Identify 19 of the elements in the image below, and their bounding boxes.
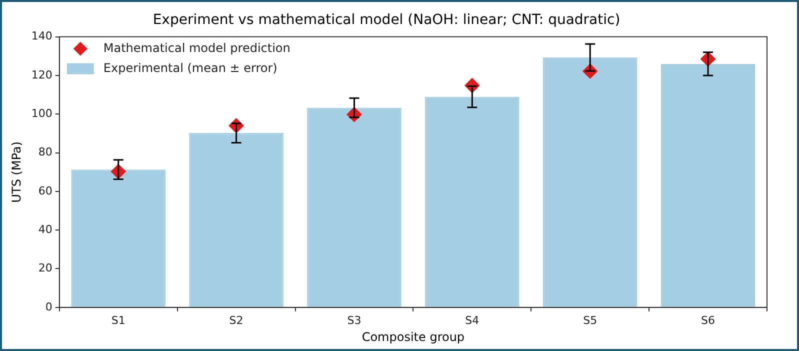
x-tick-label: S5 [583,314,598,327]
y-tick-label: 0 [45,300,52,314]
y-tick-label: 20 [38,262,52,275]
y-tick-label: 40 [38,222,52,236]
chart-title: Experiment vs mathematical model (NaOH: linear; CNT: quadratic) [152,12,620,28]
x-axis-title: Composite group [362,330,465,344]
y-tick-label: 80 [38,146,52,159]
x-tick-label: S2 [229,314,244,327]
y-axis-title: UTS (MPa) [9,141,24,203]
y-tick-label: 60 [38,184,52,198]
x-tick-label: S1 [111,314,126,327]
x-tick-label: S6 [701,314,716,327]
y-tick-label: 120 [31,68,52,82]
legend-label: Mathematical model prediction [103,40,290,55]
y-tick-label: 140 [31,30,52,43]
legend-label: Experimental (mean ± error) [103,60,278,75]
x-tick-label: S4 [465,314,480,327]
x-tick-label: S3 [347,314,362,327]
y-tick-label: 100 [31,106,52,120]
